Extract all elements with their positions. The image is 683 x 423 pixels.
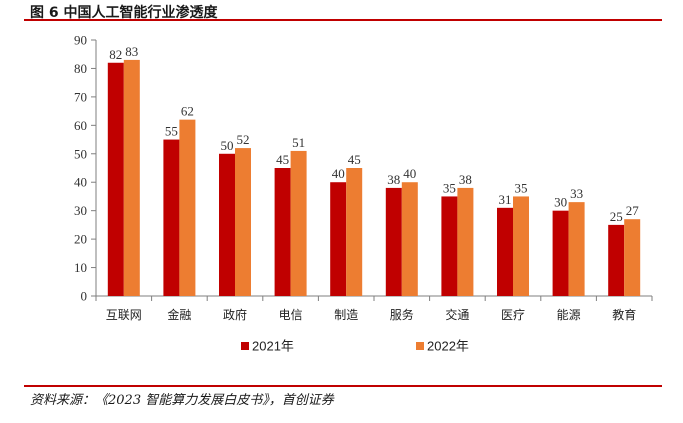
- data-label: 31: [499, 192, 512, 207]
- bar-2022: [401, 182, 418, 296]
- legend-swatch-2021: [241, 342, 249, 350]
- figure-title: 图 6 中国人工智能行业渗透度: [30, 5, 218, 21]
- y-tick-label: 50: [74, 146, 87, 161]
- category-label: 医疗: [501, 308, 525, 322]
- y-tick-label: 80: [74, 61, 87, 76]
- data-label: 51: [292, 135, 305, 150]
- data-label: 30: [554, 195, 567, 210]
- bar-2022: [513, 196, 529, 296]
- bar-2021: [274, 168, 291, 296]
- data-label: 82: [109, 47, 122, 62]
- bar-2022: [123, 59, 140, 297]
- source-note: 资料来源：《2023 智能算力发展白皮书》，首创证券: [30, 393, 334, 408]
- category-label: 政府: [223, 307, 247, 322]
- bar-2022: [290, 150, 307, 296]
- data-label: 52: [237, 132, 250, 147]
- category-label: 教育: [612, 307, 636, 322]
- y-tick-label: 60: [74, 118, 87, 133]
- bar-2022: [346, 168, 363, 296]
- data-label: 25: [610, 209, 623, 224]
- y-tick-label: 70: [74, 89, 87, 104]
- bar-2021: [608, 224, 625, 296]
- category-label: 服务: [390, 307, 414, 322]
- category-label: 电信: [279, 308, 303, 322]
- bar-2022: [624, 219, 641, 296]
- top-rule: [24, 19, 662, 21]
- y-tick-label: 20: [74, 232, 87, 247]
- data-label: 35: [443, 180, 456, 195]
- category-label: 交通: [445, 307, 469, 322]
- data-label: 27: [626, 203, 640, 218]
- data-label: 33: [570, 186, 583, 201]
- data-label: 55: [165, 124, 178, 139]
- data-label: 38: [459, 172, 472, 187]
- bar-2021: [385, 187, 402, 296]
- y-tick-label: 0: [81, 289, 88, 304]
- bar-2022: [568, 202, 585, 296]
- bar-2022: [179, 119, 196, 297]
- category-label: 金融: [167, 307, 191, 322]
- bar-2021: [163, 139, 180, 296]
- y-tick-label: 30: [74, 203, 87, 218]
- category-label: 制造: [334, 308, 358, 322]
- legend-label: 2022年: [427, 339, 469, 354]
- bar-2021: [107, 62, 124, 296]
- bottom-rule: [24, 385, 662, 387]
- data-label: 40: [332, 166, 345, 181]
- data-label: 50: [221, 138, 234, 153]
- data-label: 45: [348, 152, 361, 167]
- y-tick-label: 10: [74, 260, 87, 275]
- bar-2021: [497, 207, 513, 296]
- category-label: 互联网: [106, 308, 142, 322]
- data-label: 38: [387, 172, 400, 187]
- bar-2022: [457, 187, 474, 296]
- bar-2021: [552, 210, 569, 296]
- bar-2021: [441, 196, 458, 296]
- y-tick-label: 40: [74, 175, 87, 190]
- data-label: 35: [515, 180, 528, 195]
- data-label: 83: [125, 44, 138, 59]
- legend-swatch-2022: [416, 342, 424, 350]
- bar-2021: [219, 153, 235, 296]
- data-label: 45: [276, 152, 289, 167]
- bar-2021: [330, 182, 347, 296]
- y-tick-label: 90: [74, 33, 87, 48]
- category-label: 能源: [557, 308, 581, 322]
- legend-label: 2021年: [252, 339, 294, 354]
- data-label: 40: [403, 166, 416, 181]
- data-label: 62: [181, 104, 194, 119]
- bar-2022: [235, 148, 251, 296]
